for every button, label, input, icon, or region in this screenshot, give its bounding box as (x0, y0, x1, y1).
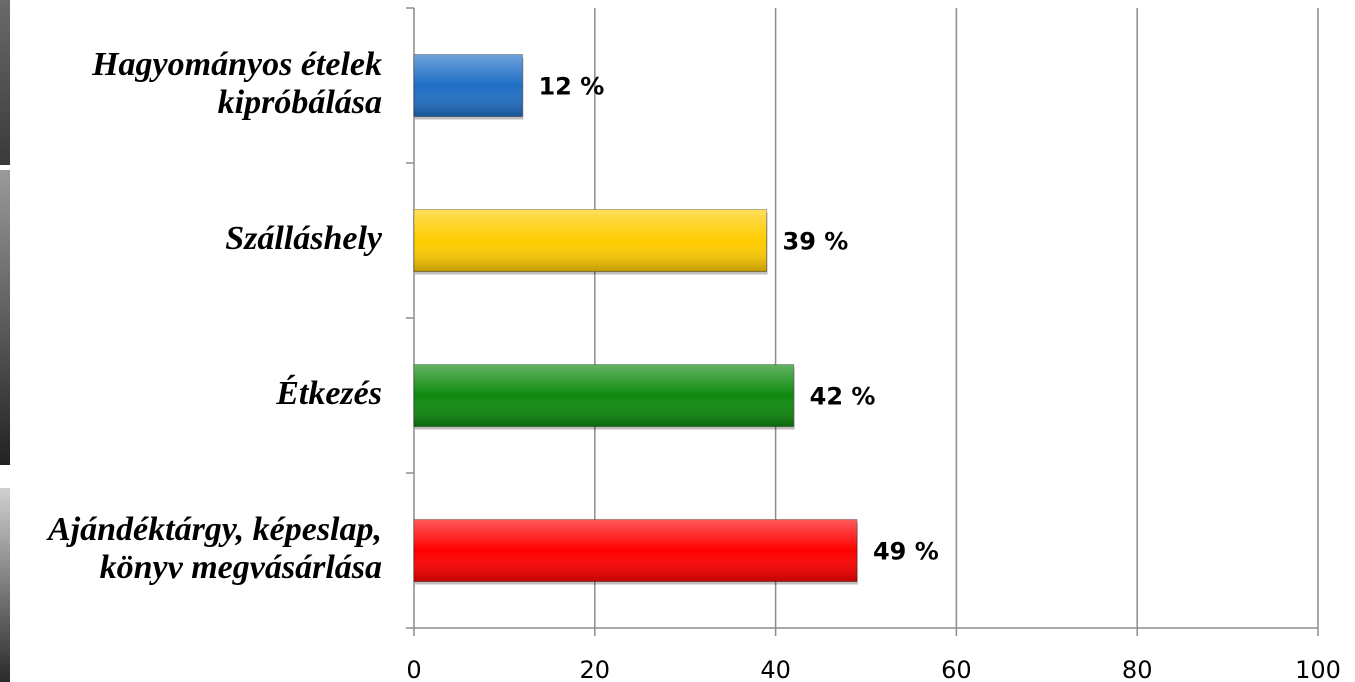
data-label: 49 % (873, 538, 939, 566)
bar-bevel (414, 519, 857, 582)
x-tick-label: 20 (580, 656, 611, 682)
category-label-line: kipróbálása (217, 83, 382, 121)
left-photo-strip-middle (0, 170, 10, 465)
x-tick-label: 0 (406, 656, 421, 682)
left-photo-strip-top (0, 0, 10, 165)
category-label-line: Hagyományos ételek (92, 45, 382, 83)
category-label-line: könyv megvásárlása (99, 548, 382, 586)
category-label: Ajándéktárgy, képeslap, könyv megvásárlás… (0, 511, 382, 587)
category-label: Étkezés (0, 375, 382, 413)
bar-bevel (414, 209, 767, 272)
data-labels: 12 % 39 % 42 % 49 % (538, 73, 938, 566)
data-label: 39 % (783, 228, 849, 256)
x-tick-label: 60 (941, 656, 972, 682)
bars (413, 54, 858, 585)
x-tick-label: 80 (1122, 656, 1153, 682)
category-label: Szálláshely (0, 220, 382, 258)
category-label-line: Ajándéktárgy, képeslap, (48, 510, 382, 548)
category-labels: Hagyományos ételek kipróbálása Szálláshely… (0, 0, 390, 682)
data-label: 12 % (538, 73, 604, 101)
data-label: 42 % (810, 383, 876, 411)
bar-bevel (414, 364, 794, 427)
x-tick-label: 40 (760, 656, 791, 682)
x-tick-label: 100 (1295, 656, 1341, 682)
left-photo-strip-bottom (0, 488, 10, 682)
bar-bevel (414, 54, 523, 117)
category-label-line: Étkezés (276, 374, 382, 412)
category-label-line: Szálláshely (225, 219, 382, 257)
category-label: Hagyományos ételek kipróbálása (0, 46, 382, 122)
gridlines (594, 8, 1319, 628)
x-tick-labels: 0 20 40 60 80 100 (406, 656, 1341, 682)
